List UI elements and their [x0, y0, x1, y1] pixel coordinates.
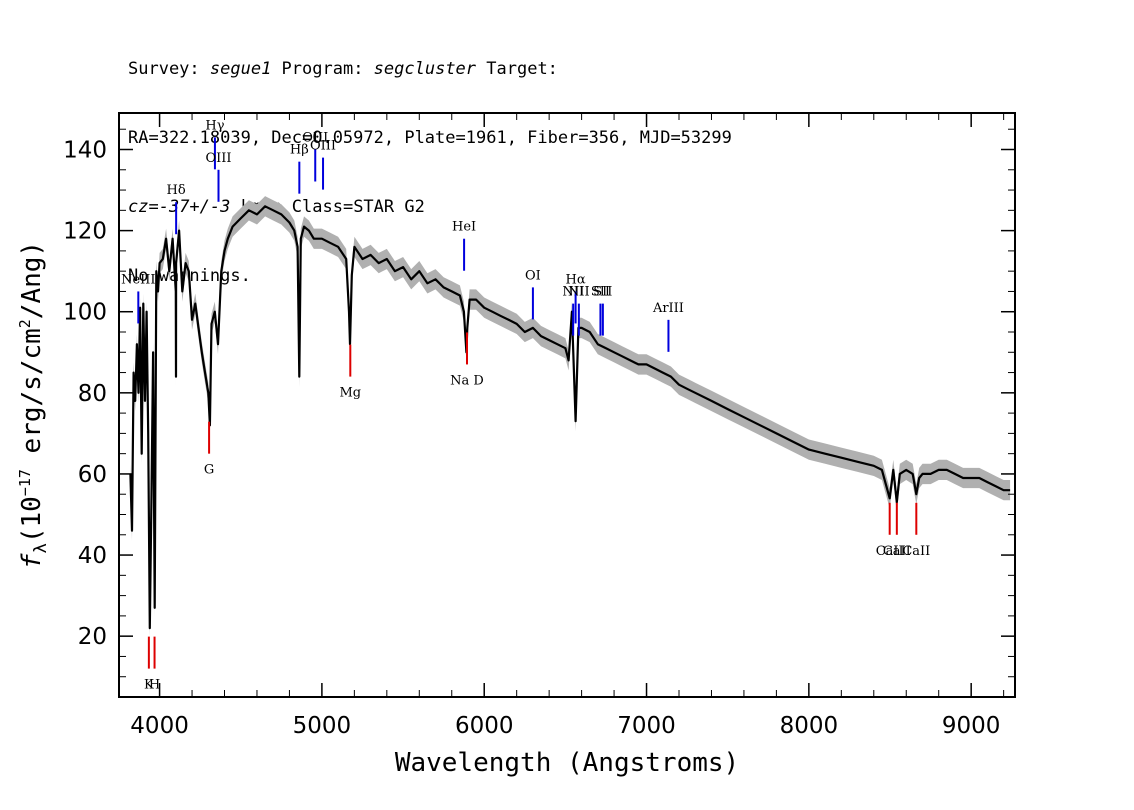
emission-line-label: OI: [525, 268, 541, 283]
flux-series-line: [129, 205, 1011, 630]
y-axis-label-mid: erg/s/cm: [17, 328, 47, 469]
survey-label: Survey:: [128, 59, 210, 79]
error-band: [130, 196, 1011, 639]
emission-line-label: Hδ: [167, 183, 186, 198]
absorption-line-label: G: [204, 463, 214, 478]
cz-value: =-37+/-3: [148, 197, 231, 217]
absorption-line-label: CaII: [883, 544, 911, 559]
x-axis-label: Wavelength (Angstroms): [395, 748, 739, 778]
emission-line-label: Hγ: [205, 118, 224, 133]
y-tick-label: 100: [63, 300, 107, 326]
plot-frame: [118, 112, 1016, 698]
emission-line-label: SII: [591, 285, 610, 300]
absorption-line-label: CaII: [876, 544, 904, 559]
survey-value: segue1: [209, 59, 272, 79]
tick-layer: 4000 5000 6000 7000 8000 9000 20 40 60 80 100 120 14…: [63, 113, 1015, 739]
y-axis-label: fλ(10−17 erg/s/cm2/Ang): [16, 241, 51, 569]
emission-line-label: Hα: [566, 272, 586, 287]
y-axis-label-f: f: [17, 553, 47, 569]
emission-line-label: NII: [568, 285, 590, 300]
y-tick-label: 40: [78, 543, 107, 569]
y-axis-label-exp2: 2: [16, 319, 34, 328]
y-tick-label: 140: [63, 138, 107, 164]
x-tick-label: 8000: [780, 713, 839, 739]
header-line-survey: Survey: segue1 Program: segcluster Targe…: [128, 58, 732, 81]
emission-line-label: NII: [562, 285, 584, 300]
y-tick-label: 80: [78, 381, 107, 407]
emission-line-label: OIII: [302, 131, 328, 146]
y-tick-label: 120: [63, 219, 107, 245]
absorption-line-label: CaII: [902, 544, 930, 559]
emission-line-label: Hβ: [290, 143, 309, 158]
program-label: Program:: [271, 59, 374, 79]
emission-line-label: NeIII: [121, 272, 155, 287]
x-tick-label: 4000: [130, 713, 189, 739]
y-axis-label-post: /Ang): [17, 241, 47, 319]
emission-line-label: SII: [593, 285, 612, 300]
error-band-layer: [130, 196, 1011, 639]
emission-line-label: HeI: [452, 220, 476, 235]
y-tick-label: 60: [78, 462, 107, 488]
y-axis-label-pre: (10: [17, 496, 47, 543]
absorption-line-label: Na D: [450, 373, 484, 388]
x-tick-label: 9000: [942, 713, 1001, 739]
spectrum-header: Survey: segue1 Program: segcluster Targe…: [128, 12, 732, 311]
emission-line-label: OIII: [310, 139, 336, 154]
absorption-line-label: Mg: [339, 386, 361, 401]
x-tick-label: 5000: [293, 713, 352, 739]
header-line-coords: RA=322.18039, Dec=0.05972, Plate=1961, F…: [128, 128, 732, 148]
y-tick-label: 20: [78, 624, 107, 650]
y-axis-label-sub: λ: [31, 543, 51, 553]
target-label: Target:: [476, 59, 558, 79]
x-tick-label: 6000: [455, 713, 514, 739]
x-tick-label: 7000: [617, 713, 676, 739]
absorption-line-label: K: [144, 678, 154, 693]
absorption-line-label: H: [149, 678, 160, 693]
emission-line-label: OIII: [205, 151, 231, 166]
cz-label: cz: [128, 197, 149, 217]
y-axis-label-exp1: −17: [16, 469, 34, 496]
series-layer: [129, 205, 1011, 630]
program-value: segcluster: [373, 59, 477, 79]
emission-line-label: ArIII: [652, 301, 684, 316]
